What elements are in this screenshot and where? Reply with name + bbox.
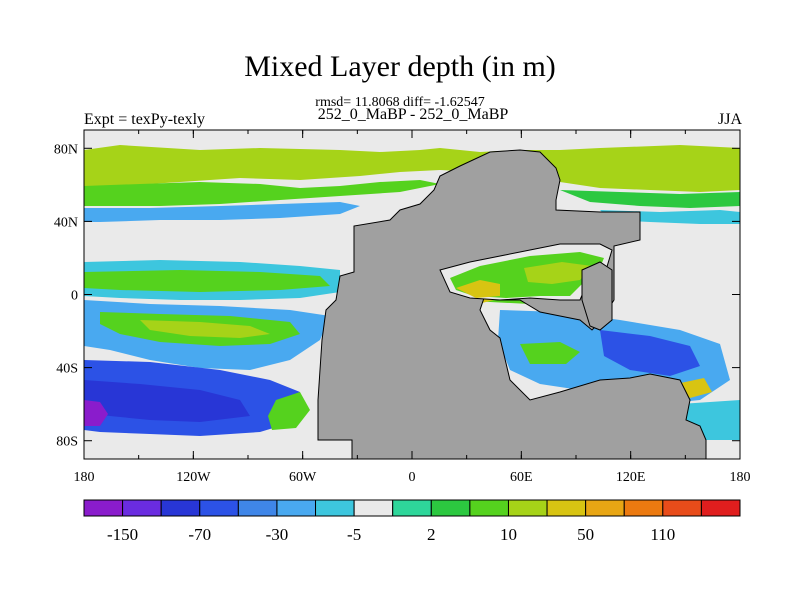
y-tick-label: 40S (56, 362, 78, 377)
colorbar-box (237, 499, 278, 517)
x-tick-label: 120E (616, 470, 646, 485)
pacific-equatorial-contour (84, 270, 330, 292)
x-axis-ticks: 180 120W 60W 0 60E 120E 180 (74, 130, 751, 485)
colorbar-box (83, 499, 124, 517)
colorbar-label: 10 (500, 525, 517, 544)
center-string: 252_0_MaBP - 252_0_MaBP (317, 106, 509, 123)
colorbar-box (392, 499, 432, 517)
colorbar-label: 110 (650, 525, 675, 544)
indian-green-contour (520, 342, 580, 364)
colorbar-box (469, 499, 509, 517)
x-tick-label: 180 (74, 470, 95, 485)
colorbar-label: -70 (188, 525, 211, 544)
south-blue-contour (84, 380, 250, 422)
south-green-contour (268, 392, 310, 430)
colorbar-box (315, 499, 355, 517)
colorbar-label: -150 (107, 525, 138, 544)
x-tick-label: 180 (730, 470, 751, 485)
indian-blue-contour (600, 330, 700, 376)
x-tick-label: 120W (176, 470, 211, 485)
colorbar: -150 -70 -30 -5 2 10 50 110 (83, 499, 741, 544)
south-purple-contour (84, 400, 108, 426)
north-band-contour (84, 145, 740, 192)
y-tick-label: 40N (54, 215, 78, 230)
colorbar-label: 2 (427, 525, 436, 544)
x-tick-label: 0 (409, 470, 416, 485)
pacific-south-contour (140, 320, 270, 338)
north-green-contour (560, 190, 740, 208)
y-tick-label: 80S (56, 435, 78, 450)
colorbar-box (160, 499, 201, 517)
colorbar-box (623, 499, 664, 517)
north-lightblue-contour (84, 202, 360, 222)
chart-subtitle: rmsd= 11.8068 diff= -1.62547 (315, 95, 485, 110)
colorbar-box (546, 499, 587, 517)
colorbar-label: -5 (347, 525, 361, 544)
colorbar-label: -30 (266, 525, 289, 544)
north-green-contour (84, 180, 440, 206)
right-string: JJA (717, 111, 742, 128)
land-mass (456, 280, 500, 298)
x-tick-label: 60E (510, 470, 533, 485)
colorbar-box (353, 499, 394, 517)
chart-title: Mixed Layer depth (in m) (244, 50, 556, 83)
left-string: Expt = texPy-texly (84, 111, 206, 128)
y-tick-label: 80N (54, 142, 78, 157)
colorbar-box (507, 499, 548, 517)
land-mass (317, 149, 707, 459)
colorbar-box (276, 499, 317, 517)
colorbar-label: 50 (577, 525, 594, 544)
colorbar-box (430, 499, 471, 517)
y-axis-ticks: 80N 40N 0 40S 80S (54, 142, 740, 450)
colorbar-box (199, 499, 239, 517)
land-mass (581, 261, 613, 331)
colorbar-box (700, 499, 741, 517)
y-tick-label: 0 (71, 289, 78, 304)
land-layer (317, 149, 707, 459)
land-mass (524, 262, 592, 284)
colorbar-box (122, 499, 162, 517)
x-tick-label: 60W (289, 470, 317, 485)
colorbar-box (585, 499, 625, 517)
colorbar-box (662, 499, 702, 517)
